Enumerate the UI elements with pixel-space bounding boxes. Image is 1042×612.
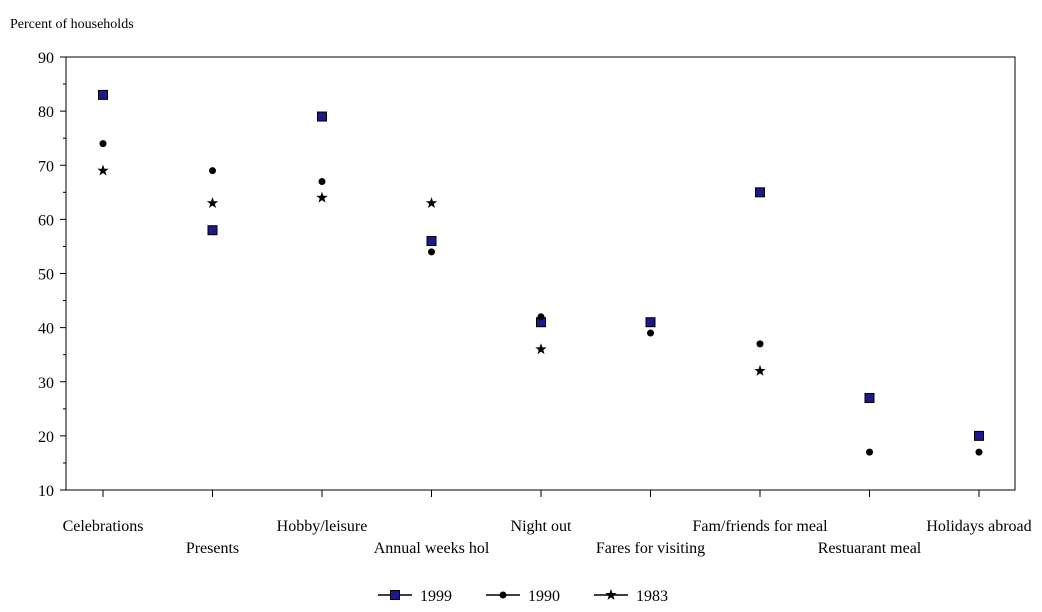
x-category-label: Restuarant meal: [818, 540, 922, 557]
x-category-label: Annual weeks hol: [374, 540, 490, 557]
y-tick-label: 90: [38, 50, 54, 67]
x-category-label: Celebrations: [63, 518, 144, 535]
data-point-1990: [428, 248, 435, 256]
y-tick-label: 60: [38, 212, 54, 229]
data-point-1999: [98, 89, 108, 100]
data-point-1999: [207, 225, 218, 236]
data-point-1983: [316, 191, 328, 203]
data-point-1990: [209, 167, 216, 175]
y-tick-label: 20: [38, 429, 54, 446]
data-point-1990: [647, 329, 654, 337]
data-point-1999: [426, 236, 437, 247]
y-tick-label: 80: [38, 104, 54, 121]
x-category-label: Fam/friends for meal: [692, 518, 828, 535]
x-category-label: Presents: [186, 540, 239, 557]
data-point-1983: [535, 343, 547, 355]
data-point-1990: [866, 448, 873, 456]
legend: 1999 1990 1983: [378, 588, 668, 605]
y-tick-label: 40: [38, 321, 54, 338]
y-tick-label: 30: [38, 375, 54, 392]
y-tick-label: 10: [38, 483, 54, 500]
data-point-1999: [645, 317, 656, 328]
legend-marker-1983: [605, 589, 617, 600]
data-point-1999: [755, 187, 765, 198]
y-tick-label: 70: [38, 158, 54, 175]
x-category-label: Night out: [511, 518, 572, 535]
data-point-1990: [99, 140, 107, 148]
legend-label: 1990: [528, 588, 560, 605]
legend-label: 1983: [636, 588, 668, 605]
plot-area-frame: [65, 56, 1016, 491]
data-point-1990: [756, 340, 764, 348]
y-tick-label: 50: [38, 267, 54, 284]
y-axis-title: Percent of households: [10, 17, 134, 32]
x-axis-ticks: Celebrations Presents Hobby/leisure Annual …: [63, 490, 1032, 557]
data-point-1990: [975, 448, 983, 456]
data-point-1999: [864, 392, 875, 403]
x-category-label: Hobby/leisure: [277, 518, 368, 535]
legend-label: 1999: [420, 588, 452, 605]
data-points: [97, 89, 984, 456]
data-point-1999: [317, 111, 327, 122]
legend-marker-1990: [499, 591, 507, 599]
data-point-1999: [974, 430, 984, 441]
y-axis-ticks: 10 20 30 40 50 60 70 80 90: [38, 50, 66, 500]
data-point-1990: [537, 313, 545, 321]
x-category-label: Fares for visiting: [596, 540, 705, 557]
data-point-1983: [425, 197, 438, 208]
data-point-1990: [318, 177, 326, 185]
data-point-1983: [754, 364, 766, 376]
data-point-1983: [206, 197, 219, 208]
x-category-label: Holidays abroad: [926, 518, 1031, 535]
data-point-1983: [97, 164, 109, 176]
legend-marker-1999: [390, 590, 400, 600]
